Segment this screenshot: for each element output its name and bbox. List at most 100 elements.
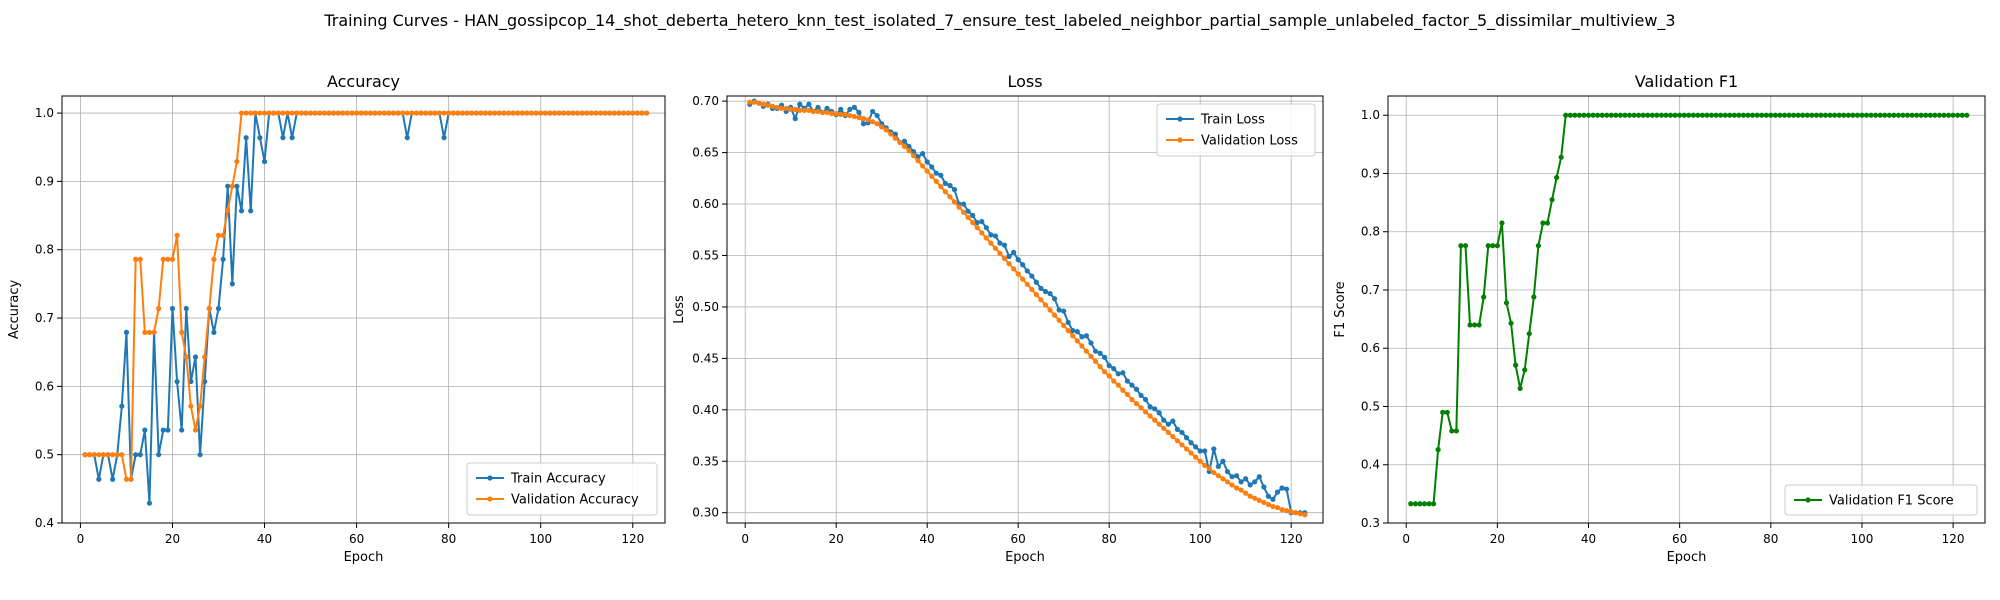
validation-loss-point (751, 99, 757, 105)
validation-f1-score-point (1936, 112, 1943, 118)
loss-y-tick-label: 0.55 (692, 248, 719, 262)
validation-loss-point (1206, 465, 1212, 472)
validation-accuracy-point (478, 110, 484, 116)
train-loss-point (1274, 489, 1281, 495)
validation-accuracy-point (639, 110, 645, 116)
validation-accuracy-point (574, 110, 581, 116)
validation-loss-point (938, 183, 944, 190)
train-accuracy-point (169, 305, 176, 312)
validation-f1-y-tick-label: 0.3 (1361, 516, 1380, 530)
loss-y-tick-label: 0.35 (692, 454, 719, 468)
train-loss-point (1011, 249, 1017, 255)
train-loss-point (924, 159, 930, 165)
validation-f1-axes-frame (1387, 95, 1986, 524)
validation-accuracy-point (533, 110, 539, 116)
validation-f1-score-point (1845, 112, 1851, 118)
validation-loss-point (1001, 255, 1008, 262)
validation-accuracy-point (404, 110, 410, 116)
validation-accuracy-point (542, 110, 548, 116)
train-loss-point (1142, 396, 1149, 403)
validation-f1-x-tick-label: 40 (1581, 532, 1596, 546)
train-loss-point (1224, 468, 1231, 475)
validation-f1-score-point (1882, 112, 1888, 118)
validation-loss-point (806, 107, 812, 113)
validation-accuracy-point (87, 452, 93, 458)
validation-accuracy-point (192, 427, 199, 433)
accuracy-x-tick-label: 80 (441, 532, 456, 546)
train-loss-legend-marker (1177, 116, 1183, 122)
validation-accuracy-line (85, 112, 647, 481)
train-accuracy-point (211, 329, 217, 335)
train-loss-point (1161, 417, 1167, 423)
validation-f1-score-point (1813, 112, 1819, 118)
validation-accuracy-point (165, 256, 171, 262)
validation-f1-score-point (1576, 112, 1582, 118)
train-loss-point (806, 101, 812, 107)
validation-accuracy-point (211, 256, 217, 262)
validation-f1-score-point (1759, 112, 1765, 118)
validation-loss-point (1302, 512, 1308, 518)
validation-accuracy-point (119, 452, 125, 458)
accuracy-legend-box (466, 462, 658, 516)
train-loss-point (1229, 474, 1235, 480)
validation-f1-score-point (1471, 322, 1478, 328)
validation-f1-score-point (1927, 112, 1933, 118)
train-loss-point (1279, 485, 1285, 491)
validation-f1-score-point (1581, 112, 1587, 118)
train-loss-point (1215, 463, 1221, 470)
train-loss-point (1083, 333, 1090, 339)
train-loss-point (1238, 479, 1244, 485)
validation-accuracy-point (220, 232, 226, 238)
validation-f1-score-point (1513, 362, 1519, 368)
train-loss-point (983, 225, 989, 231)
accuracy-axes-frame (61, 95, 666, 524)
accuracy-y-axis-label: Accuracy (7, 280, 22, 340)
validation-f1-score-point (1932, 112, 1938, 118)
validation-f1-score-point (1964, 112, 1970, 118)
validation-accuracy-point (611, 110, 617, 116)
validation-f1-score-point (1540, 220, 1546, 226)
validation-f1-score-point (1640, 112, 1646, 118)
validation-f1-score-point (1745, 112, 1751, 118)
train-loss-point (1156, 410, 1162, 416)
validation-loss-point (1238, 487, 1244, 493)
validation-accuracy-point (459, 110, 466, 116)
validation-loss-point (1106, 373, 1112, 379)
validation-loss-point (1029, 286, 1035, 293)
validation-accuracy-point (515, 110, 521, 116)
validation-accuracy-point (284, 110, 291, 116)
validation-f1-score-point (1791, 112, 1797, 118)
validation-f1-x-tick-label: 60 (1672, 532, 1687, 546)
train-loss-point (1138, 392, 1144, 399)
validation-loss-point (856, 115, 862, 121)
validation-f1-y-tick-label: 0.4 (1361, 458, 1380, 472)
validation-accuracy-point (169, 256, 176, 262)
validation-f1-y-axis-label: F1 Score (1333, 281, 1348, 337)
validation-accuracy-point (538, 110, 544, 116)
train-accuracy-point (234, 183, 240, 189)
validation-f1-score-point (1809, 112, 1815, 118)
validation-accuracy-point (409, 110, 415, 116)
validation-accuracy-point (354, 110, 360, 116)
train-loss-point (1102, 354, 1108, 360)
validation-loss-point (888, 131, 894, 137)
train-loss-point (1265, 493, 1271, 499)
validation-f1-x-tick-label: 20 (1490, 532, 1505, 546)
train-loss-point (860, 121, 867, 127)
validation-f1-score-point (1408, 501, 1414, 507)
train-loss-point (1270, 496, 1276, 502)
accuracy-x-tick-label: 120 (621, 532, 644, 546)
validation-accuracy-point (280, 110, 286, 116)
validation-accuracy-point (96, 452, 102, 458)
validation-f1-score-point (1462, 243, 1469, 249)
validation-loss-point (765, 102, 771, 108)
validation-loss-point (901, 143, 908, 150)
validation-f1-y-tick-label: 0.6 (1361, 341, 1380, 355)
train-accuracy-point (174, 378, 180, 385)
validation-loss-point (1138, 405, 1144, 411)
accuracy-title: Accuracy (327, 72, 400, 91)
validation-accuracy-legend-label: Validation Accuracy (511, 493, 639, 508)
train-accuracy-legend-marker (487, 475, 493, 481)
train-loss-point (1193, 444, 1199, 450)
validation-loss-point (833, 110, 839, 117)
